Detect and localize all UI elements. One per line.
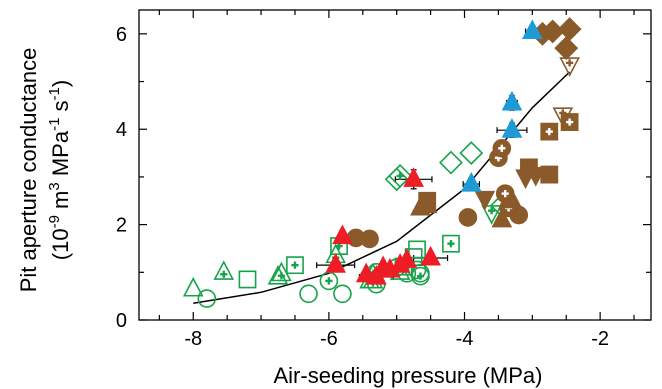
data-point-blue-triangle (460, 172, 482, 192)
marker-shape (540, 165, 559, 184)
y-tick-label: 4 (116, 119, 127, 141)
data-point-green-diamond (459, 141, 484, 166)
marker-shape (271, 261, 292, 282)
marker-shape (197, 289, 217, 308)
data-point-red-triangle (403, 167, 424, 187)
marker-shape (403, 167, 424, 187)
data-point-green-circle (197, 289, 217, 308)
marker-shape (325, 253, 346, 273)
marker-shape (554, 36, 579, 61)
data-point-blue-triangle (521, 19, 543, 40)
y-tick-label: 2 (116, 215, 127, 237)
data-point-brown-diamond (554, 36, 579, 61)
fit-curve (193, 71, 571, 305)
marker-shape (521, 19, 543, 40)
data-point-green-circle (319, 271, 339, 291)
marker-shape (355, 262, 377, 283)
plot-frame (138, 9, 652, 321)
marker-shape (501, 118, 523, 138)
data-point-red-triangle (355, 262, 377, 283)
data-point-red-triangle (325, 253, 346, 273)
marker-shape (182, 276, 204, 297)
data-point-green-square (238, 270, 257, 289)
marker-shape (416, 193, 438, 214)
marker-shape (238, 270, 257, 289)
data-point-brown-square (540, 165, 559, 184)
marker-shape (460, 172, 482, 192)
data-point-green-square (442, 234, 460, 253)
data-point-brown-triangle (501, 188, 523, 209)
data-point-brown-triangle (416, 193, 438, 214)
marker-shape (420, 245, 441, 266)
data-point-green-triangle (182, 276, 204, 297)
data-point-brown-circle (492, 139, 512, 158)
marker-shape (213, 260, 235, 280)
data-point-brown-triangle-down (474, 190, 496, 211)
data-point-green-circle (333, 284, 352, 304)
y-tick-label: 6 (116, 24, 127, 46)
data-point-green-circle (411, 266, 430, 286)
marker-shape (459, 141, 484, 166)
marker-shape (442, 234, 460, 253)
x-axis-title: Air-seeding pressure (MPa) (274, 363, 543, 388)
y-axis-title-line2: (10-9 m3 MPa-1 s-1) (46, 80, 73, 260)
marker-shape (474, 190, 496, 211)
data-point-blue-triangle (501, 118, 523, 138)
marker-shape (388, 164, 413, 188)
marker-shape (458, 208, 478, 227)
data-point-green-diamond (388, 164, 413, 188)
marker-shape (557, 17, 582, 42)
marker-shape (559, 57, 580, 77)
data-point-green-triangle (213, 260, 235, 280)
x-tick-label: -2 (591, 328, 609, 350)
data-point-brown-triangle-down (559, 57, 580, 77)
data-point-green-diamond (439, 150, 463, 175)
x-tick-label: -8 (184, 328, 202, 350)
data-point-brown-diamond (557, 17, 582, 42)
data-point-red-triangle (396, 248, 418, 268)
data-point-brown-circle (360, 229, 379, 249)
data-point-green-triangle (271, 261, 292, 282)
plot-area (182, 17, 582, 308)
data-point-brown-circle (458, 208, 478, 227)
marker-shape (439, 150, 463, 175)
data-point-red-triangle (332, 224, 353, 245)
x-tick-label: -6 (320, 328, 338, 350)
data-point-red-triangle (420, 245, 441, 266)
marker-shape (333, 284, 352, 304)
data-point-green-square (286, 256, 304, 275)
data-point-blue-triangle (501, 90, 523, 111)
data-point-brown-square (560, 113, 579, 131)
y-axis-title-line1: Pit aperture conductance (16, 48, 41, 293)
data-point-brown-square (540, 122, 559, 141)
data-point-brown-triangle-down (525, 166, 547, 187)
marker-shape (396, 248, 418, 268)
data-point-green-triangle-down (481, 205, 502, 225)
marker-shape (491, 207, 513, 228)
marker-shape (501, 90, 523, 111)
marker-shape (411, 266, 430, 286)
data-point-brown-triangle (491, 207, 513, 228)
axes: -8 -6 -4 -2 0 2 4 6 (116, 9, 652, 350)
data-point-green-circle (299, 284, 318, 304)
y-tick-label: 0 (116, 310, 127, 332)
marker-shape (332, 224, 353, 245)
marker-shape (360, 229, 379, 249)
x-tick-label: -4 (456, 328, 474, 350)
data-point-brown-triangle-down (552, 107, 574, 127)
marker-shape (286, 256, 304, 275)
marker-shape (481, 205, 502, 225)
marker-shape (299, 284, 318, 304)
marker-shape (552, 107, 574, 127)
marker-shape (501, 188, 523, 209)
y-axis-title: Pit aperture conductance (10-9 m3 MPa-1 … (16, 48, 73, 293)
marker-shape (525, 166, 547, 187)
